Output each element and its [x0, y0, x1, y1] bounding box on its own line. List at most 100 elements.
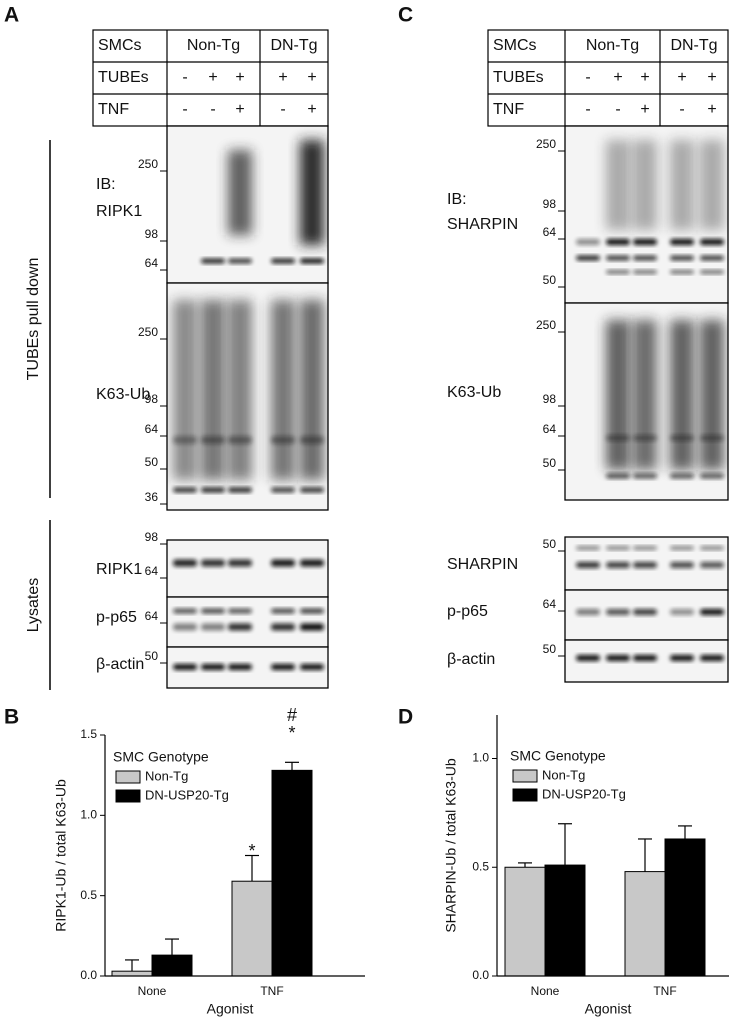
- significance-mark: #: [287, 705, 297, 725]
- table-cell: +: [235, 101, 244, 118]
- band: [633, 546, 657, 550]
- band: [300, 608, 324, 614]
- band: [700, 655, 724, 661]
- table-cell: +: [307, 69, 316, 86]
- band: [271, 664, 295, 670]
- legend-swatch: [512, 788, 538, 802]
- band: [271, 487, 295, 493]
- band: [700, 435, 724, 441]
- x-tick-label: None: [531, 984, 560, 998]
- band: [670, 609, 694, 615]
- significance-mark: *: [288, 723, 295, 743]
- table-cell: +: [278, 69, 287, 86]
- band: [606, 655, 630, 661]
- band: [700, 609, 724, 615]
- bar: [664, 838, 706, 977]
- row-label: TNF: [493, 101, 524, 118]
- blot-frame: [166, 282, 329, 511]
- table-cell: +: [677, 69, 686, 86]
- band: [700, 239, 724, 245]
- band: [173, 623, 197, 631]
- band: [228, 487, 252, 493]
- table-cell: +: [707, 101, 716, 118]
- smear: [670, 140, 694, 230]
- band: [633, 255, 657, 261]
- strip-label: β-actin: [447, 651, 495, 668]
- y-tick-label: 0.0: [80, 968, 97, 982]
- row-label: TUBEs: [98, 69, 149, 86]
- panel-label: A: [4, 4, 19, 27]
- legend-swatch: [115, 789, 141, 803]
- band: [173, 559, 197, 567]
- mw-marker: 250: [536, 318, 556, 332]
- table-cell: DN-Tg: [670, 37, 717, 54]
- bar: [151, 954, 193, 977]
- blot-bg: [167, 540, 328, 597]
- band: [633, 655, 657, 661]
- significance-mark: *: [248, 841, 255, 861]
- band: [606, 473, 630, 479]
- table-cell: Non-Tg: [187, 37, 240, 54]
- band: [670, 546, 694, 550]
- mw-marker: 50: [145, 649, 159, 663]
- band: [271, 623, 295, 631]
- band: [700, 270, 724, 274]
- mw-marker: 50: [145, 455, 159, 469]
- mw-marker: 64: [145, 256, 159, 270]
- blot-bg: [167, 597, 328, 647]
- band: [271, 559, 295, 567]
- smear: [271, 300, 295, 480]
- row-label: TNF: [98, 101, 129, 118]
- mw-marker: 64: [543, 422, 557, 436]
- smear: [633, 320, 657, 470]
- strip-label: p-p65: [96, 609, 137, 626]
- band: [633, 239, 657, 245]
- mw-marker: 64: [145, 564, 159, 578]
- legend-title: SMC Genotype: [113, 749, 209, 765]
- blot-image: [167, 540, 328, 597]
- blot-image: [565, 590, 728, 640]
- table-cell: Non-Tg: [586, 37, 639, 54]
- strip-label: K63-Ub: [96, 386, 150, 403]
- table-cell: -: [585, 69, 590, 86]
- table-cell: +: [235, 69, 244, 86]
- mw-marker: 64: [543, 225, 557, 239]
- smear: [606, 140, 630, 230]
- band: [633, 473, 657, 479]
- table-cell: +: [307, 101, 316, 118]
- legend-label: DN-USP20-Tg: [542, 786, 626, 801]
- band: [576, 655, 600, 661]
- band: [228, 436, 252, 444]
- band: [576, 546, 600, 550]
- blot-image: [565, 303, 728, 500]
- mw-marker: 50: [543, 456, 557, 470]
- band: [633, 562, 657, 568]
- x-axis-label: Agonist: [585, 1001, 632, 1017]
- blot-image: [167, 126, 328, 283]
- row-label: SMCs: [98, 37, 142, 54]
- band: [300, 258, 324, 264]
- section-label: Lysates: [25, 578, 42, 633]
- smear: [300, 300, 324, 480]
- band: [228, 664, 252, 670]
- band: [576, 255, 600, 261]
- band: [201, 258, 225, 264]
- y-tick-label: 0.0: [472, 968, 489, 982]
- x-tick-label: TNF: [653, 984, 676, 998]
- legend-swatch: [115, 770, 141, 784]
- mw-marker: 50: [543, 273, 557, 287]
- band: [700, 255, 724, 261]
- band: [201, 664, 225, 670]
- legend-swatch: [512, 769, 538, 783]
- blot-frame: [564, 302, 729, 501]
- band: [271, 436, 295, 444]
- smear: [300, 140, 324, 245]
- table-cell: -: [280, 101, 285, 118]
- table-cell: -: [615, 101, 620, 118]
- band: [670, 435, 694, 441]
- band: [576, 609, 600, 615]
- blot-image: [167, 647, 328, 688]
- strip-label: IB:: [96, 176, 116, 193]
- y-tick-label: 1.0: [80, 808, 97, 822]
